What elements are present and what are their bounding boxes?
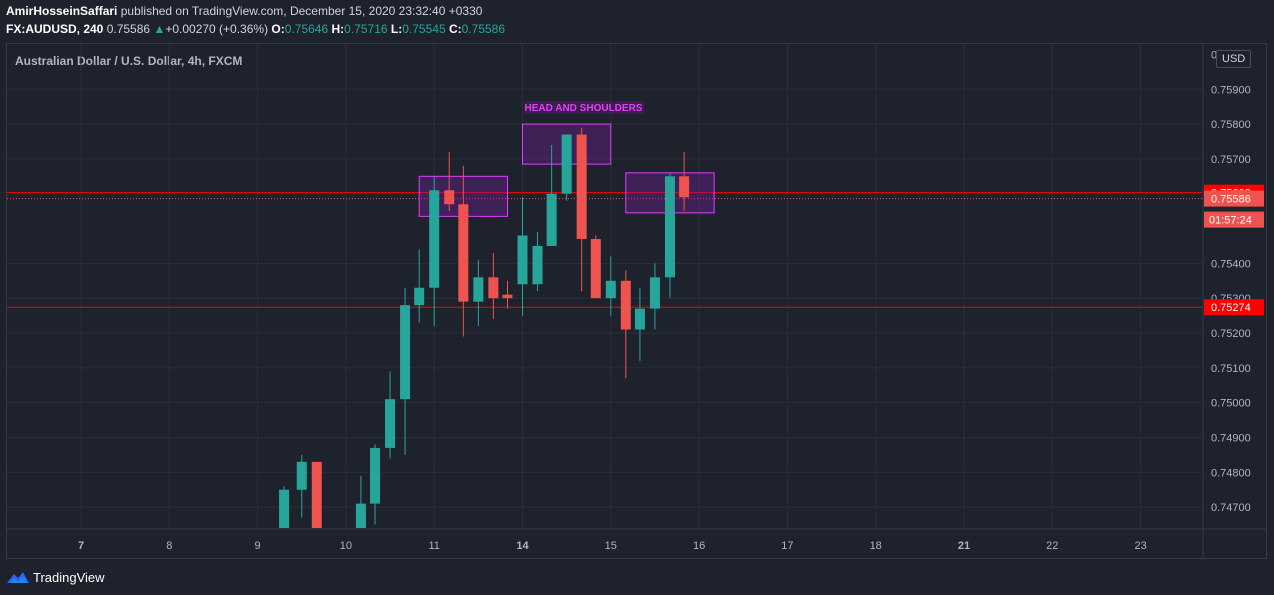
x-tick-label: 23 <box>1134 540 1146 552</box>
pattern-label-bg <box>524 101 645 115</box>
tradingview-logo-text: TradingView <box>33 569 105 585</box>
currency-label[interactable]: USD <box>1216 50 1252 68</box>
y-tick-label: 0.75400 <box>1211 258 1251 270</box>
author-name[interactable]: AmirHosseinSaffari <box>6 4 118 18</box>
candle-body <box>488 277 499 299</box>
y-tick-label: 0.74700 <box>1211 502 1251 514</box>
x-tick-label: 7 <box>78 540 84 552</box>
open-value: 0.75646 <box>284 22 329 36</box>
candle-body <box>400 305 411 400</box>
low-value: 0.75545 <box>402 22 446 36</box>
countdown-bg <box>1204 211 1264 228</box>
y-tick-label: 0.75100 <box>1211 363 1251 375</box>
y-tick-label: 0.75900 <box>1211 84 1251 96</box>
y-tick-label: 0.74900 <box>1211 432 1251 444</box>
last-price: 0.75586 <box>106 22 151 36</box>
candle-body <box>473 277 484 302</box>
candle-body <box>370 447 381 504</box>
candle-body <box>279 489 290 528</box>
chart-frame[interactable] <box>6 43 1267 559</box>
candle-body <box>296 461 307 490</box>
chart-title: Australian Dollar / U.S. Dollar, 4h, FXC… <box>15 54 242 68</box>
candle-body <box>605 280 616 299</box>
x-tick-label: 18 <box>870 540 882 552</box>
publisher-line: AmirHosseinSaffari published on TradingV… <box>6 4 482 18</box>
tradingview-logo[interactable]: TradingView <box>6 568 105 586</box>
candle-body <box>620 280 631 330</box>
candle-body <box>355 503 366 528</box>
x-tick-label: 15 <box>605 540 617 552</box>
candle-body <box>429 190 440 288</box>
candle-body <box>664 176 675 278</box>
y-tick-label: 0.75000 <box>1211 398 1251 410</box>
x-tick-label: 14 <box>516 540 529 552</box>
candle-body <box>311 461 322 528</box>
x-tick-label: 22 <box>1046 540 1058 552</box>
x-tick-label: 11 <box>428 540 439 552</box>
symbol-line: FX:AUDUSD, 240 0.75586 ▲+0.00270 (+0.36%… <box>6 22 505 36</box>
open-label: O: <box>271 22 285 36</box>
candle-body <box>590 238 601 299</box>
price-line-label-bg <box>1204 299 1264 316</box>
x-tick-label: 8 <box>166 540 172 552</box>
x-tick-label: 17 <box>781 540 793 552</box>
published-text: published on TradingView.com, December 1… <box>120 4 483 18</box>
y-tick-label: 0.74800 <box>1211 467 1251 479</box>
candle-body <box>546 193 557 246</box>
close-label: C: <box>448 22 462 36</box>
countdown-label: 01:57:24 <box>1209 215 1252 227</box>
candle-body <box>532 245 543 285</box>
price-line-label: 0.75586 <box>1211 194 1251 206</box>
symbol-name: FX:AUDUSD, 240 <box>6 22 104 36</box>
price-change: +0.00270 (+0.36%) <box>165 22 269 36</box>
x-tick-label: 16 <box>693 540 705 552</box>
candle-body <box>634 308 645 330</box>
candle-body <box>517 235 528 285</box>
close-value: 0.75586 <box>461 22 506 36</box>
candle-body <box>561 134 572 194</box>
x-tick-label: 21 <box>958 540 970 552</box>
price-line-label: 0.75274 <box>1211 302 1251 314</box>
y-tick-label: 0.75200 <box>1211 328 1251 340</box>
y-tick-label: 0.75700 <box>1211 154 1251 166</box>
candle-body <box>385 399 396 448</box>
high-value: 0.75716 <box>344 22 388 36</box>
up-arrow-icon: ▲ <box>153 22 166 36</box>
candle-body <box>679 176 690 198</box>
price-line-label-bg <box>1204 190 1264 207</box>
tradingview-logo-icon <box>7 572 29 583</box>
low-label: L: <box>390 22 403 36</box>
y-tick-label: 0.75800 <box>1211 119 1251 131</box>
pattern-label: HEAD AND SHOULDERS <box>525 103 643 114</box>
x-tick-label: 10 <box>340 540 352 552</box>
x-tick-label: 9 <box>255 540 261 552</box>
high-label: H: <box>331 22 345 36</box>
candle-body <box>502 294 513 299</box>
candle-body <box>576 134 587 239</box>
candle-body <box>414 287 425 306</box>
candle-body <box>458 204 469 302</box>
candle-body <box>649 277 660 309</box>
candle-body <box>444 190 455 205</box>
